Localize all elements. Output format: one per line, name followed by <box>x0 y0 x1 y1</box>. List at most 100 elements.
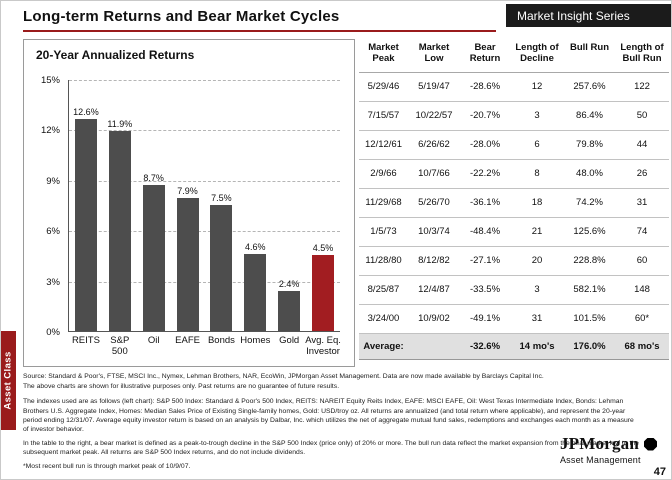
table-cell: 74 <box>615 217 669 247</box>
page-number: 47 <box>653 466 666 478</box>
series-badge-label: Market Insight Series <box>517 8 630 23</box>
bar-value-label: 12.6% <box>73 107 99 118</box>
table-cell <box>408 332 460 360</box>
table-row: 1/5/73 10/3/74 -48.4% 21 125.6% 74 <box>359 217 669 247</box>
y-tick-label: 15% <box>40 75 60 86</box>
gridline <box>69 80 340 81</box>
table-cell: -27.1% <box>460 246 510 276</box>
bar-group: 8.7% Oil <box>137 80 171 346</box>
table-header-cell: Length of Decline <box>510 39 564 73</box>
page-title: Long-term Returns and Bear Market Cycles <box>23 8 340 25</box>
series-badge: Market Insight Series <box>506 4 671 27</box>
jpmorgan-logo-row: JPMorgan <box>560 434 657 454</box>
table-cell: 50 <box>615 101 669 131</box>
footnote-paragraph: The indexes used are as follows (left ch… <box>23 398 634 433</box>
table-cell: 5/19/47 <box>408 72 460 102</box>
table-cell: 5/29/46 <box>359 72 408 102</box>
bar-category-label: Bonds <box>207 335 235 346</box>
table-cell: 74.2% <box>564 188 615 218</box>
table-cell: 1/5/73 <box>359 217 408 247</box>
table-body: 5/29/46 5/19/47 -28.6% 12 257.6% 122 7/15/57 10… <box>359 72 669 360</box>
table-cell: 8/25/87 <box>359 275 408 305</box>
chart-plot: 12.6% REITS 11.9% S&P 500 8.7% Oil 7.9% EAFE 7.5… <box>68 80 341 357</box>
bar <box>312 255 335 331</box>
table-header-cell: Length of Bull Run <box>615 39 669 73</box>
bar <box>74 119 97 331</box>
bar <box>142 184 165 331</box>
gridline <box>69 281 340 283</box>
bar <box>176 198 199 331</box>
table-row: 11/29/68 5/26/70 -36.1% 18 74.2% 31 <box>359 188 669 218</box>
table-cell: 79.8% <box>564 130 615 160</box>
table-cell: -32.6% <box>460 332 510 360</box>
y-tick-label: 6% <box>46 226 60 238</box>
table-header-cell: Bull Run <box>564 39 615 73</box>
bar-category-label: REITS <box>71 335 100 346</box>
bar-category-label: Avg. Eq. Investor <box>305 335 341 357</box>
bar-group: 7.5% Bonds <box>205 80 239 346</box>
y-tick-label: 12% <box>40 125 60 137</box>
table-cell: 6 <box>510 130 564 160</box>
table-cell: 582.1% <box>564 275 615 305</box>
table-header-cell: Bear Return <box>460 39 510 73</box>
table-cell: 10/3/74 <box>408 217 460 247</box>
asset-class-tab: Asset Class <box>1 331 16 430</box>
chart-y-axis: 0% 3% 6% 9% 12% 15% <box>24 75 66 338</box>
footnote-paragraph: Source: Standard & Poor's, FTSE, MSCI In… <box>23 373 544 380</box>
title-underline <box>23 30 496 32</box>
bar-category-label: S&P 500 <box>110 335 130 357</box>
table-row: 5/29/46 5/19/47 -28.6% 12 257.6% 122 <box>359 72 669 102</box>
table-cell: 11/28/80 <box>359 246 408 276</box>
table-cell: 257.6% <box>564 72 615 102</box>
table-cell: 20 <box>510 246 564 276</box>
table-cell: 31 <box>510 304 564 334</box>
table-cell: 101.5% <box>564 304 615 334</box>
bar <box>244 253 267 331</box>
bar-group: 4.6% Homes <box>238 80 272 346</box>
table-header-cell: Market Low <box>408 39 460 73</box>
table-cell: 7/15/57 <box>359 101 408 131</box>
table-cell: 3 <box>510 101 564 131</box>
table-cell: 44 <box>615 130 669 160</box>
table-cell: 12/4/87 <box>408 275 460 305</box>
table-cell: 6/26/62 <box>408 130 460 160</box>
table-cell: 68 mo's <box>615 332 669 360</box>
table-header-row: Market Peak Market Low Bear Return Length o… <box>359 39 669 73</box>
jpmorgan-wordmark: JPMorgan <box>559 434 639 453</box>
table-cell: 3 <box>510 275 564 305</box>
table-row: 8/25/87 12/4/87 -33.5% 3 582.1% 148 <box>359 275 669 305</box>
jpmorgan-logo: JPMorgan Asset Management <box>560 434 657 465</box>
y-tick-label: 9% <box>46 175 60 187</box>
table-cell: 86.4% <box>564 101 615 131</box>
bar-value-label: 7.5% <box>211 193 232 203</box>
table-cell: -49.1% <box>460 304 510 334</box>
table-cell: 228.8% <box>564 246 615 276</box>
y-tick-label: 3% <box>46 276 60 288</box>
table-cell: 14 mo's <box>510 332 564 360</box>
table-cell: -20.7% <box>460 101 510 131</box>
table-cell: -36.1% <box>460 188 510 218</box>
table-cell: 11/29/68 <box>359 188 408 218</box>
jpmorgan-logo-icon <box>644 437 657 451</box>
table-cell: 60 <box>615 246 669 276</box>
table-cell: 48.0% <box>564 159 615 189</box>
bar-category-label: Homes <box>240 335 271 346</box>
footnote-paragraph: In the table to the right, a bear market… <box>23 440 639 457</box>
table-cell: 10/7/66 <box>408 159 460 189</box>
footnote-paragraph: *Most recent bull run is through market … <box>23 463 191 471</box>
gridline <box>69 130 340 132</box>
jpmorgan-logo-subtitle: Asset Management <box>559 455 641 465</box>
table-cell: 125.6% <box>564 217 615 247</box>
table-header-cell: Market Peak <box>359 39 408 73</box>
chart-panel: 20-Year Annualized Returns 0% 3% 6% 9% 12% 15… <box>23 39 355 367</box>
table-row: 11/28/80 8/12/82 -27.1% 20 228.8% 60 <box>359 246 669 276</box>
table-cell: 122 <box>615 72 669 102</box>
bar-value-label: 2.4% <box>278 278 300 289</box>
bar-value-label: 4.5% <box>312 243 334 254</box>
table-cell: 8 <box>510 159 564 189</box>
bar-group: 11.9% S&P 500 <box>103 80 137 356</box>
table-row: 2/9/66 10/7/66 -22.2% 8 48.0% 26 <box>359 159 669 189</box>
bar-category-label: Oil <box>147 335 160 346</box>
footnotes: Source: Standard & Poor's, FTSE, MSCI In… <box>23 372 641 472</box>
bar-value-label: 7.9% <box>177 186 198 197</box>
